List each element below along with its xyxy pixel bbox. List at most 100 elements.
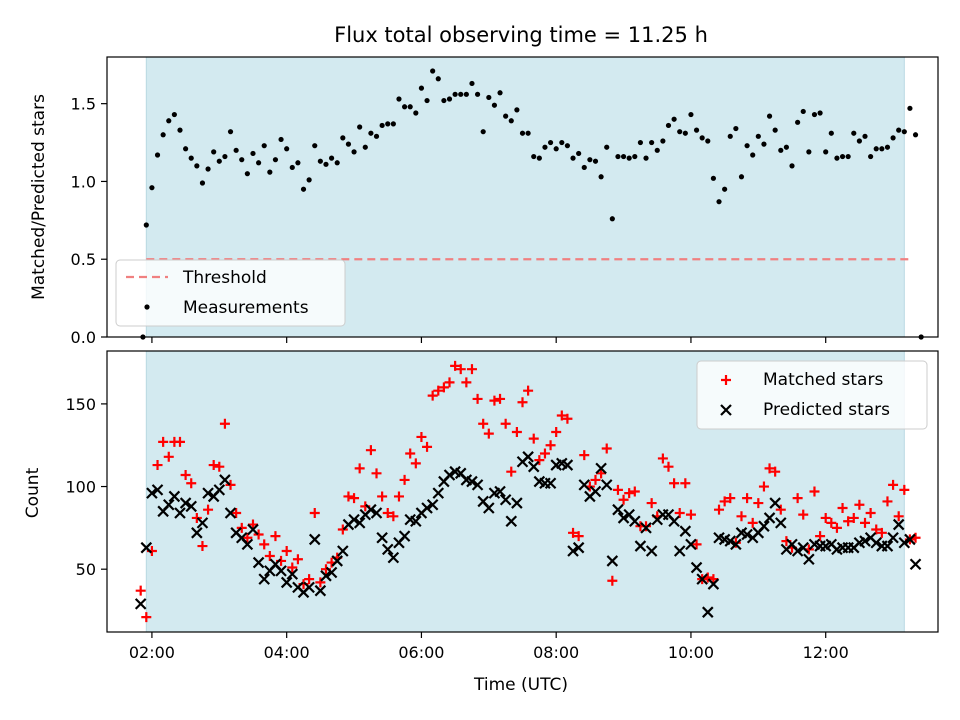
data-point	[693, 127, 700, 133]
data-point	[483, 502, 495, 514]
data-point	[909, 558, 922, 571]
data-point	[545, 440, 556, 451]
data-point	[831, 522, 842, 533]
data-point	[214, 461, 225, 472]
data-point	[612, 503, 624, 516]
data-point	[379, 122, 385, 129]
data-point	[534, 455, 545, 466]
data-point	[208, 460, 219, 471]
data-point	[183, 146, 189, 152]
data-point	[197, 541, 208, 552]
data-point	[407, 104, 413, 110]
data-point	[337, 524, 348, 535]
data-point	[278, 136, 284, 143]
data-point	[284, 146, 290, 152]
data-point	[856, 138, 862, 144]
data-point	[795, 119, 801, 125]
data-point	[422, 441, 433, 452]
data-point	[528, 433, 539, 444]
legend-predicted-swatch	[720, 404, 732, 416]
data-point	[486, 94, 492, 101]
data-point	[750, 152, 756, 158]
data-point	[654, 147, 660, 153]
data-point	[688, 111, 694, 118]
data-point	[146, 487, 158, 499]
data-point	[590, 474, 601, 485]
data-point	[376, 532, 388, 544]
data-point	[225, 479, 236, 490]
data-point	[811, 111, 818, 118]
data-point	[390, 121, 396, 127]
data-point	[328, 155, 335, 161]
data-point	[677, 129, 683, 135]
data-point	[882, 496, 893, 507]
x-tick-label: 08:00	[533, 643, 579, 662]
data-point	[466, 475, 478, 488]
data-point	[561, 459, 574, 471]
y-axis-label-ratio: Matched/Predicted stars	[29, 94, 49, 300]
data-point	[870, 536, 883, 549]
data-point	[525, 130, 531, 136]
data-point	[806, 149, 812, 155]
data-point	[604, 144, 610, 150]
data-point	[149, 185, 155, 191]
data-point	[452, 91, 458, 97]
data-point	[607, 575, 618, 586]
data-point	[191, 527, 203, 539]
data-point	[544, 477, 557, 490]
data-point	[281, 546, 292, 557]
data-point	[253, 529, 264, 540]
data-point	[649, 139, 655, 146]
data-point	[233, 147, 239, 153]
data-point	[345, 141, 352, 147]
data-point	[441, 97, 447, 104]
data-point	[615, 153, 621, 160]
data-point	[660, 138, 666, 144]
data-point	[668, 515, 680, 528]
data-point	[466, 364, 477, 375]
series-measurements	[140, 68, 924, 340]
data-point	[646, 498, 657, 509]
data-point	[758, 481, 769, 492]
data-point	[690, 561, 703, 574]
data-point	[708, 574, 719, 585]
data-point	[196, 517, 209, 529]
data-point	[365, 445, 376, 456]
data-point	[519, 130, 526, 136]
data-point	[778, 147, 784, 153]
data-point	[753, 498, 764, 509]
legend: Matched stars Predicted stars	[696, 360, 928, 430]
data-point	[270, 531, 281, 542]
data-point	[854, 499, 865, 510]
data-point	[317, 158, 323, 164]
data-point	[241, 538, 254, 551]
data-point	[222, 153, 228, 160]
data-point	[783, 144, 789, 150]
data-point	[511, 497, 523, 509]
data-point	[455, 364, 466, 375]
y-tick-label: 1.0	[71, 172, 96, 191]
data-point	[303, 581, 315, 594]
data-point	[887, 532, 899, 544]
data-point	[800, 108, 806, 115]
data-point	[393, 491, 404, 502]
data-point	[629, 515, 641, 528]
data-point	[461, 377, 472, 388]
data-point	[798, 509, 809, 520]
data-point	[410, 515, 422, 528]
data-point	[725, 493, 736, 504]
data-point	[177, 127, 183, 133]
y-tick-label: 150	[65, 395, 96, 414]
data-point	[315, 577, 326, 588]
data-point	[769, 497, 781, 509]
data-point	[578, 479, 591, 491]
data-point	[438, 382, 449, 393]
data-point	[306, 177, 312, 183]
data-point	[312, 143, 318, 149]
data-point	[381, 543, 394, 556]
data-point	[348, 513, 360, 526]
data-point	[860, 517, 871, 528]
data-point	[598, 174, 604, 180]
data-point	[879, 146, 885, 152]
data-point	[843, 516, 854, 527]
